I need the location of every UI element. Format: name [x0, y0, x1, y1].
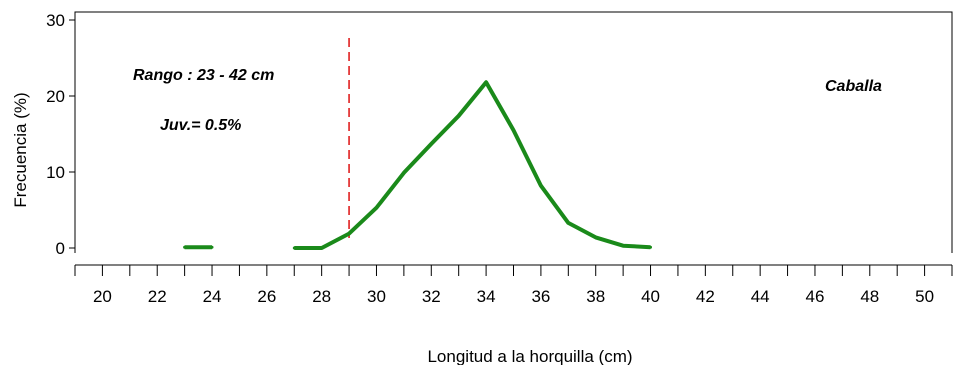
- x-tick-label: 20: [93, 287, 112, 306]
- range-annotation: Rango : 23 - 42 cm: [133, 67, 274, 84]
- x-tick-label: 28: [312, 287, 331, 306]
- data-point: [347, 232, 351, 236]
- data-point: [621, 244, 625, 248]
- plot-border: [74, 11, 953, 253]
- data-point: [320, 246, 324, 250]
- series-line-segment: [294, 80, 651, 250]
- x-tick-label: 42: [696, 287, 715, 306]
- data-point: [649, 245, 652, 249]
- x-axis-ticks: 20 22 24 26 28 30 32 34 36 38 40 42 44 46 48 50: [74, 265, 953, 306]
- x-tick-label: 22: [148, 287, 167, 306]
- x-tick-label: 26: [257, 287, 276, 306]
- data-point: [566, 221, 570, 225]
- data-point: [183, 245, 187, 249]
- species-annotation: Caballa: [825, 78, 882, 95]
- data-point: [210, 245, 214, 249]
- y-tick-label: 20: [46, 87, 65, 106]
- x-tick-label: 44: [751, 287, 770, 306]
- plot-frame: [74, 11, 953, 266]
- data-point: [512, 128, 515, 132]
- y-axis-ticks: 0 10 20 30: [46, 11, 75, 258]
- data-point: [429, 142, 433, 146]
- y-axis-title: Frecuencia (%): [11, 92, 30, 207]
- x-tick-label: 32: [422, 287, 441, 306]
- y-tick-label: 30: [46, 11, 65, 30]
- y-tick-label: 10: [46, 163, 65, 182]
- series-group: [183, 80, 652, 250]
- data-point: [484, 80, 488, 84]
- data-point: [457, 114, 461, 118]
- x-axis-title: Longitud a la horquilla (cm): [427, 347, 632, 365]
- x-tick-label: 40: [641, 287, 660, 306]
- x-tick-label: 30: [367, 287, 386, 306]
- data-point: [594, 235, 598, 239]
- x-tick-label: 46: [806, 287, 825, 306]
- data-point: [292, 246, 296, 250]
- x-tick-label: 24: [203, 287, 222, 306]
- x-tick-label: 36: [531, 287, 550, 306]
- juvenile-annotation: Juv.= 0.5%: [160, 117, 241, 134]
- data-point: [402, 171, 406, 175]
- x-tick-label: 34: [477, 287, 496, 306]
- data-point: [375, 206, 378, 210]
- x-tick-label: 48: [860, 287, 879, 306]
- data-point: [539, 184, 543, 188]
- x-tick-label: 50: [915, 287, 934, 306]
- y-tick-label: 0: [56, 239, 65, 258]
- x-tick-label: 38: [586, 287, 605, 306]
